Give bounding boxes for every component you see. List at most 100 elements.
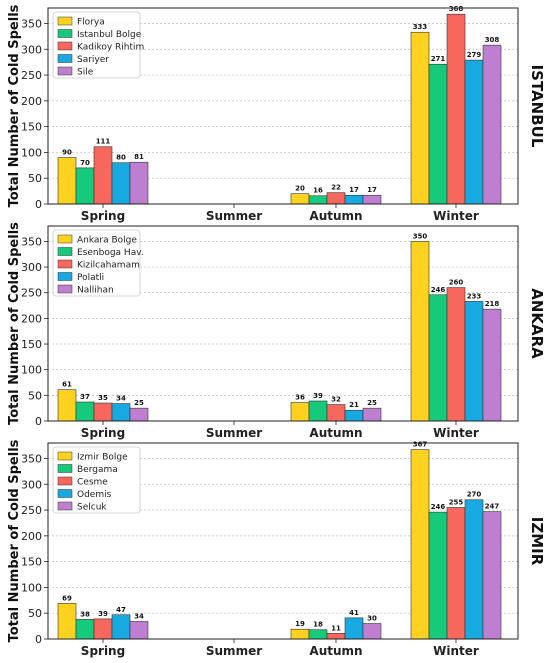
- legend-swatch: [57, 16, 73, 26]
- legend-swatch: [57, 476, 73, 486]
- bar: [75, 401, 95, 422]
- bar: [464, 499, 484, 640]
- legend-label: Kadikoy Rihtim: [77, 43, 144, 53]
- legend-label: Ankara Bolge: [77, 236, 137, 246]
- x-tick-label: Autumn: [309, 209, 362, 223]
- value-label: 271: [431, 55, 446, 63]
- bar: [111, 162, 131, 205]
- bar: [464, 59, 484, 205]
- legend-label: Odemis: [77, 490, 112, 500]
- legend-label: Cesme: [77, 478, 108, 488]
- value-label: 11: [331, 624, 341, 632]
- legend-swatch: [57, 272, 73, 281]
- value-label: 25: [367, 399, 377, 407]
- bar: [326, 404, 346, 422]
- y-tick-label: 50: [28, 389, 42, 402]
- bar: [57, 603, 77, 640]
- bar: [410, 31, 430, 205]
- value-label: 35: [98, 394, 108, 402]
- value-label: 69: [62, 594, 72, 602]
- bar: [482, 308, 502, 422]
- value-label: 16: [313, 187, 323, 195]
- y-tick-label: 250: [21, 504, 42, 517]
- value-label: 39: [98, 610, 108, 618]
- x-tick-label: Spring: [81, 426, 125, 440]
- panel-ankara: 0 50 100 150 200 250 300 350 61 36 350 37 39 246 35 32 2…: [7, 222, 546, 440]
- value-label: 21: [349, 401, 359, 409]
- bar: [129, 621, 149, 640]
- plot-frame: [47, 7, 519, 205]
- y-tick-label: 350: [21, 452, 42, 465]
- legend-label: Sariyer: [77, 55, 109, 65]
- y-tick-label: 250: [21, 69, 42, 82]
- value-label: 36: [295, 394, 305, 402]
- value-label: 34: [116, 395, 126, 403]
- x-tick-label: Winter: [433, 426, 479, 440]
- bar: [326, 633, 346, 640]
- y-axis-label: Total Number of Cold Spells: [7, 222, 22, 425]
- y-tick-label: 200: [21, 530, 42, 543]
- value-label: 22: [331, 184, 341, 192]
- panel-title: IZMIR: [528, 517, 546, 566]
- bar: [93, 146, 113, 205]
- bar: [362, 407, 382, 422]
- value-label: 18: [313, 621, 323, 629]
- value-label: 41: [349, 609, 359, 617]
- value-label: 367: [413, 441, 428, 449]
- value-label: 61: [62, 381, 72, 389]
- value-label: 17: [349, 186, 359, 194]
- legend-label: Kizilcahamam: [77, 261, 140, 271]
- bar: [308, 629, 328, 640]
- legend-swatch: [57, 259, 73, 269]
- value-label: 350: [413, 232, 428, 240]
- x-tick-label: Spring: [81, 644, 125, 658]
- legend-label: Sile: [77, 68, 94, 78]
- bar: [428, 294, 448, 422]
- bar: [326, 192, 346, 205]
- bar: [344, 194, 364, 205]
- legend-swatch: [57, 501, 73, 511]
- bar: [482, 44, 502, 205]
- plot-frame: [47, 442, 519, 640]
- bar: [290, 628, 310, 640]
- bar: [93, 618, 113, 640]
- y-tick-label: 100: [21, 146, 42, 159]
- value-label: 39: [313, 392, 323, 400]
- bar: [362, 623, 382, 640]
- x-tick-label: Summer: [206, 209, 262, 223]
- legend-label: Bergama: [77, 465, 118, 475]
- value-label: 17: [367, 186, 377, 194]
- bar: [93, 402, 113, 422]
- y-tick-label: 0: [35, 633, 42, 646]
- x-tick-label: Summer: [206, 426, 262, 440]
- legend-box: [52, 11, 141, 79]
- y-tick-label: 250: [21, 287, 42, 300]
- legend-label: Polatli: [77, 273, 104, 283]
- bar: [482, 511, 502, 640]
- plot-frame: [47, 225, 519, 422]
- y-tick-label: 350: [21, 235, 42, 248]
- bar: [290, 402, 310, 422]
- value-label: 246: [431, 286, 446, 294]
- value-label: 80: [116, 154, 126, 162]
- legend-swatch: [57, 66, 73, 76]
- bar: [129, 161, 149, 205]
- panel-istanbul: 0 50 100 150 200 250 300 350 90 20 333 70 16 271 111 22…: [7, 4, 546, 223]
- bar: [111, 403, 131, 422]
- value-label: 20: [295, 185, 305, 193]
- bar: [428, 511, 448, 640]
- bar: [362, 194, 382, 205]
- y-tick-label: 0: [35, 198, 42, 211]
- bar: [410, 449, 430, 640]
- x-tick-label: Autumn: [309, 644, 362, 658]
- legend-swatch: [57, 29, 73, 38]
- legend-label: Esenboga Hav.: [77, 248, 144, 258]
- value-label: 279: [467, 51, 482, 59]
- value-label: 255: [449, 498, 464, 506]
- legend-swatch: [57, 41, 73, 51]
- panel-title: ANKARA: [528, 288, 546, 359]
- x-tick-label: Autumn: [309, 426, 362, 440]
- value-label: 90: [62, 149, 72, 157]
- bar: [75, 619, 95, 640]
